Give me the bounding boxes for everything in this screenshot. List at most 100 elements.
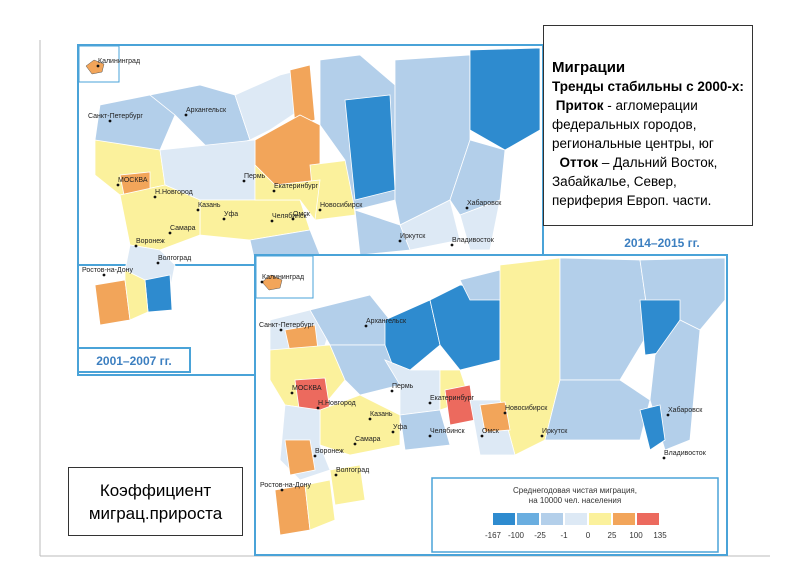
city-dot [353, 442, 357, 446]
outflow-label: Отток [559, 155, 599, 170]
period-label: 2001–2007 гг. [96, 354, 172, 368]
city-label: Екатеринбург [430, 394, 474, 402]
info-box: Миграции Тренды стабильны с 2000-х: Прит… [543, 25, 753, 226]
info-subtitle: Тренды стабильны с 2000-х: [552, 79, 744, 94]
city-dot [398, 239, 402, 243]
city-dot [279, 328, 283, 332]
info-title: Миграции [552, 59, 626, 76]
city-dot [662, 456, 666, 460]
legend-swatch [493, 513, 515, 525]
city-label: Волгоград [336, 467, 369, 474]
city-label: Хабаровск [467, 199, 502, 207]
city-label: Казань [370, 411, 393, 418]
city-dot [222, 217, 226, 221]
legend-title: Среднегодовая чистая миграция, [513, 486, 637, 495]
inflow-text: - агломерации федеральных городов, регио… [552, 98, 714, 151]
city-dot [391, 430, 395, 434]
city-dot [318, 208, 322, 212]
city-label: Калининград [98, 58, 140, 65]
city-label: Казань [198, 202, 221, 209]
city-label: Воронеж [315, 448, 344, 455]
map-2014: 2014–2015 гг. [254, 236, 728, 556]
city-dot [666, 413, 670, 417]
city-label: Санкт-Петербург [259, 321, 314, 329]
city-dot [153, 195, 157, 199]
city-dot [242, 179, 246, 183]
legend-tick-label: 100 [629, 531, 643, 540]
city-dot [368, 417, 372, 421]
legend-swatch [517, 513, 539, 525]
city-dot [480, 434, 484, 438]
city-dot [313, 454, 317, 458]
legend-tick-label: -100 [508, 531, 525, 540]
legend-tick-label: 135 [653, 531, 667, 540]
city-dot [184, 113, 188, 117]
city-dot [390, 389, 394, 393]
city-dot [260, 280, 264, 284]
city-label: Владивосток [452, 237, 495, 244]
legend-tick-label: 25 [608, 531, 617, 540]
city-label: Новосибирск [505, 404, 548, 412]
legend-tick-label: -1 [560, 531, 568, 540]
city-label: Иркутск [542, 428, 568, 435]
city-label: Пермь [392, 383, 414, 390]
legend-swatch [637, 513, 659, 525]
city-dot [364, 324, 368, 328]
city-label: Омск [482, 428, 500, 435]
city-label: Хабаровск [668, 406, 703, 414]
city-label: Челябинск [272, 212, 307, 220]
city-dot [540, 434, 544, 438]
legend-swatch [565, 513, 587, 525]
city-dot [291, 217, 295, 221]
inflow-label: Приток [555, 98, 604, 113]
city-dot [290, 391, 294, 395]
city-label: Ростов-на-Дону [260, 482, 311, 489]
city-label: Омск [293, 211, 311, 218]
city-label: Архангельск [186, 107, 227, 114]
city-dot [108, 119, 112, 123]
legend-title: на 10000 чел. населения [529, 496, 621, 505]
city-label: Самара [355, 436, 381, 443]
legend-swatch [541, 513, 563, 525]
city-label: Архангельск [366, 318, 407, 325]
map-2001: 2001–2007 гг. Калининград Санкт-Петербург… [77, 44, 544, 376]
city-label: Пермь [244, 173, 266, 180]
city-dot [168, 231, 172, 235]
city-label: Самара [170, 225, 196, 232]
city-dot [334, 473, 338, 477]
city-dot [96, 64, 100, 68]
city-dot [465, 206, 469, 210]
city-label: Челябинск [430, 427, 465, 435]
city-label: МОСКВА [292, 385, 322, 392]
city-label: МОСКВА [118, 177, 148, 184]
city-label: Иркутск [400, 233, 426, 240]
legend-tick-label: 0 [586, 531, 591, 540]
city-label: Новосибирск [320, 201, 363, 209]
city-dot [134, 244, 138, 248]
city-label: Н.Новгород [155, 189, 193, 196]
city-label: Воронеж [136, 238, 165, 245]
city-dot [316, 406, 320, 410]
city-label: Владивосток [664, 450, 707, 457]
legend-swatch [589, 513, 611, 525]
city-dot [196, 208, 200, 212]
period-label: 2014–2015 гг. [624, 236, 700, 250]
city-dot [428, 434, 432, 438]
caption: Коэффициент миграц.прироста [68, 467, 243, 536]
city-label: Н.Новгород [318, 400, 356, 407]
city-dot [270, 219, 274, 223]
legend-tick-label: -167 [485, 531, 502, 540]
city-label: Уфа [224, 211, 238, 218]
city-dot [450, 243, 454, 247]
legend-tick-label: -25 [534, 531, 546, 540]
legend-swatch [613, 513, 635, 525]
city-dot [272, 189, 276, 193]
city-dot [156, 261, 160, 265]
city-label: Ростов-на-Дону [82, 267, 133, 274]
legend [431, 477, 719, 553]
city-label: Санкт-Петербург [88, 112, 143, 120]
outflow-text: – Дальний Восток, Забайкалье, Север, пер… [552, 155, 718, 208]
city-dot [428, 401, 432, 405]
